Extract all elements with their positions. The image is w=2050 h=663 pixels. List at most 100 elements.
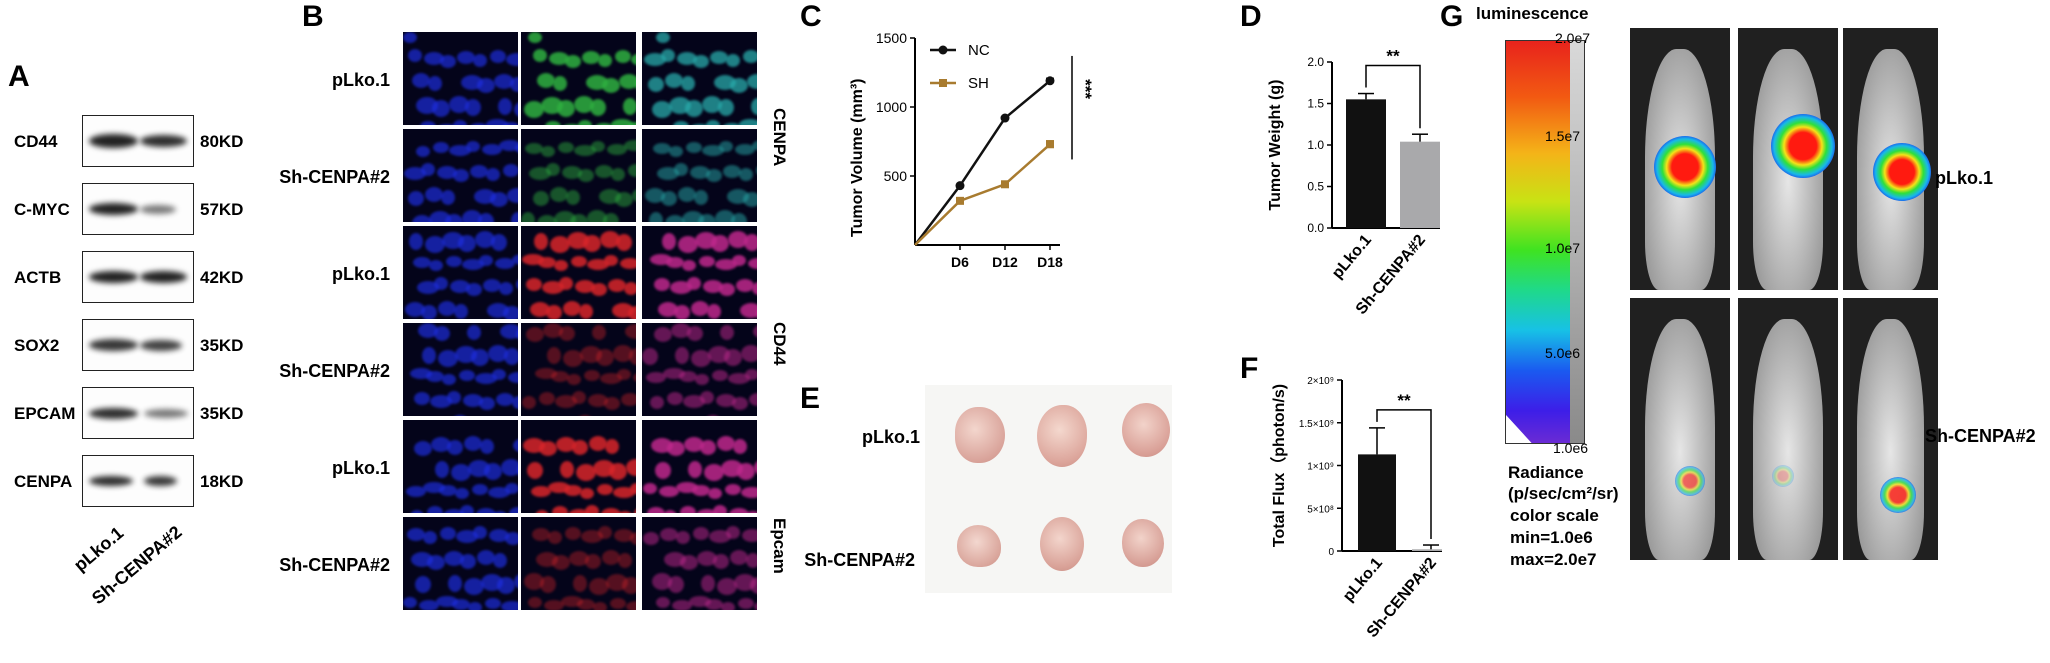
cell bbox=[589, 578, 609, 595]
cell bbox=[657, 167, 679, 180]
cell bbox=[409, 233, 423, 250]
series-line-sh bbox=[914, 143, 1051, 246]
cell bbox=[410, 368, 432, 379]
cell bbox=[529, 167, 551, 180]
cell bbox=[674, 305, 690, 319]
cell bbox=[739, 168, 753, 181]
cell bbox=[689, 596, 711, 607]
cell bbox=[505, 483, 518, 494]
cell bbox=[470, 165, 488, 178]
cell bbox=[526, 278, 542, 291]
cell bbox=[595, 165, 613, 178]
luminescence-signal bbox=[1654, 135, 1716, 198]
cell bbox=[751, 98, 757, 115]
cell bbox=[619, 74, 636, 89]
cell bbox=[713, 554, 729, 569]
x-tick-label: D12 bbox=[992, 254, 1018, 270]
cell bbox=[501, 601, 518, 610]
cell bbox=[541, 146, 555, 157]
scale-tick-label: 5.0e6 bbox=[1545, 345, 1581, 361]
cell bbox=[412, 215, 432, 222]
cell bbox=[622, 577, 636, 594]
cell bbox=[730, 550, 748, 565]
y-axis-label: Tumor Weight (g) bbox=[1267, 80, 1284, 211]
cell bbox=[673, 121, 689, 125]
cell bbox=[745, 369, 757, 380]
cell bbox=[425, 187, 443, 202]
cell bbox=[688, 461, 702, 478]
cell bbox=[486, 168, 500, 181]
cell bbox=[528, 597, 542, 608]
cell bbox=[479, 255, 493, 266]
panel-label-e: E bbox=[800, 382, 821, 415]
cell bbox=[414, 441, 432, 456]
cell bbox=[649, 212, 663, 222]
cell bbox=[647, 507, 665, 513]
x-tick-label: D6 bbox=[951, 254, 969, 270]
cell bbox=[717, 578, 737, 595]
cell bbox=[706, 169, 722, 182]
cell bbox=[674, 163, 688, 176]
cell bbox=[612, 303, 634, 318]
cell bbox=[530, 302, 550, 317]
cell bbox=[648, 77, 664, 92]
cell bbox=[602, 550, 620, 565]
cell bbox=[537, 73, 555, 88]
cell bbox=[412, 73, 430, 88]
significance-bracket bbox=[1376, 409, 1432, 540]
y-axis-label: Tumor Volume (mm³) bbox=[849, 78, 866, 237]
cell bbox=[405, 302, 425, 317]
cell bbox=[440, 527, 456, 540]
cell bbox=[626, 601, 636, 610]
mouse-image bbox=[1843, 28, 1938, 290]
cell bbox=[509, 507, 518, 513]
scale-min: min=1.0e6 bbox=[1510, 528, 1593, 547]
cell bbox=[731, 213, 747, 222]
western-band bbox=[88, 203, 138, 215]
cell bbox=[454, 304, 468, 319]
cell bbox=[460, 505, 474, 513]
cell bbox=[669, 97, 691, 114]
cell bbox=[532, 528, 550, 541]
if-row-label: pLko.1 bbox=[331, 458, 390, 478]
cell bbox=[574, 145, 596, 156]
cell bbox=[531, 486, 551, 497]
western-size-label: 57KD bbox=[200, 200, 244, 219]
cell bbox=[599, 189, 621, 204]
western-band bbox=[88, 271, 138, 283]
cell bbox=[486, 119, 508, 125]
cell bbox=[501, 459, 518, 476]
cell bbox=[683, 395, 705, 408]
cell bbox=[496, 393, 514, 406]
cell bbox=[652, 101, 672, 118]
cell bbox=[725, 484, 741, 495]
cell bbox=[492, 369, 506, 380]
cell bbox=[600, 373, 622, 384]
cell bbox=[429, 211, 451, 222]
cell bbox=[614, 529, 634, 542]
cell bbox=[410, 510, 424, 513]
cell bbox=[466, 283, 482, 296]
cell bbox=[417, 281, 439, 294]
cell bbox=[535, 510, 549, 513]
cell bbox=[524, 101, 544, 118]
scale-tick-label: 1.5e7 bbox=[1545, 128, 1581, 144]
cell bbox=[414, 392, 430, 405]
cell bbox=[662, 233, 676, 250]
cell bbox=[677, 52, 697, 65]
cell bbox=[580, 488, 594, 499]
cell bbox=[716, 394, 736, 407]
cell bbox=[620, 258, 636, 269]
luminescence-title: luminescence bbox=[1476, 4, 1589, 23]
cell bbox=[738, 598, 754, 609]
cell bbox=[719, 141, 733, 152]
scale-max: max=2.0e7 bbox=[1510, 550, 1597, 569]
y-tick-label: 1.0 bbox=[1307, 138, 1324, 152]
cell bbox=[559, 326, 575, 341]
cell bbox=[693, 55, 709, 68]
cell bbox=[591, 283, 607, 296]
cell bbox=[598, 54, 612, 67]
panel-label-d: D bbox=[1240, 0, 1262, 33]
cell bbox=[678, 236, 698, 253]
cell bbox=[623, 98, 636, 115]
